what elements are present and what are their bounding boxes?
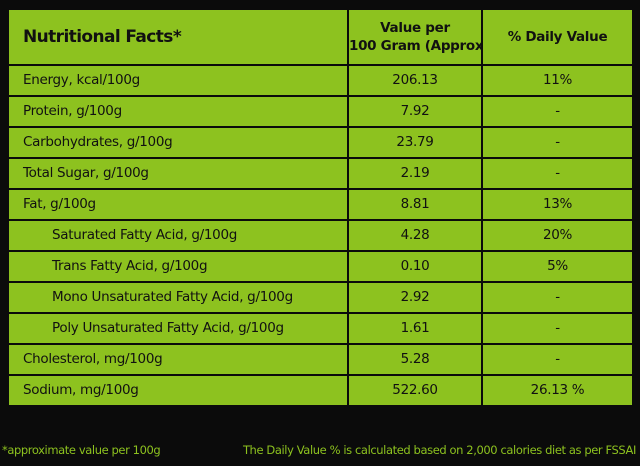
row-label: Fat, g/100g <box>7 188 349 221</box>
row-label: Sodium, mg/100g <box>7 374 349 407</box>
table-row: Carbohydrates, g/100g 23.79 - <box>7 126 634 159</box>
header-value-line1: Value per <box>380 19 450 36</box>
row-value: 206.13 <box>347 64 483 97</box>
row-daily-value: 11% <box>481 64 634 97</box>
row-label: Protein, g/100g <box>7 95 349 128</box>
nutrition-table: Nutritional Facts* Value per 100 Gram (A… <box>7 8 634 407</box>
row-value: 8.81 <box>347 188 483 221</box>
row-daily-value: 20% <box>481 219 634 252</box>
header-value-line2: 100 Gram (Approx.) <box>349 38 482 54</box>
row-daily-value: - <box>481 126 634 159</box>
row-value: 7.92 <box>347 95 483 128</box>
row-value: 5.28 <box>347 343 483 376</box>
row-daily-value: - <box>481 281 634 314</box>
row-daily-value: 5% <box>481 250 634 283</box>
header-value-per-100g: Value per 100 Gram (Approx.) <box>347 8 483 66</box>
table-row: Trans Fatty Acid, g/100g 0.10 5% <box>7 250 634 283</box>
row-label: Trans Fatty Acid, g/100g <box>7 250 349 283</box>
row-label: Cholesterol, mg/100g <box>7 343 349 376</box>
table-header-row: Nutritional Facts* Value per 100 Gram (A… <box>7 8 634 66</box>
header-nutritional-facts: Nutritional Facts* <box>7 8 349 66</box>
table-row: Protein, g/100g 7.92 - <box>7 95 634 128</box>
row-value: 0.10 <box>347 250 483 283</box>
row-daily-value: 26.13 % <box>481 374 634 407</box>
table-row: Total Sugar, g/100g 2.19 - <box>7 157 634 190</box>
table-row: Saturated Fatty Acid, g/100g 4.28 20% <box>7 219 634 252</box>
row-value: 23.79 <box>347 126 483 159</box>
footer-notes: *approximate value per 100g The Daily Va… <box>0 443 640 461</box>
table-row: Fat, g/100g 8.81 13% <box>7 188 634 221</box>
daily-value-note: The Daily Value % is calculated based on… <box>242 443 636 457</box>
approximate-value-note: *approximate value per 100g <box>2 443 161 457</box>
row-daily-value: - <box>481 157 634 190</box>
row-label: Saturated Fatty Acid, g/100g <box>7 219 349 252</box>
row-value: 1.61 <box>347 312 483 345</box>
row-label: Total Sugar, g/100g <box>7 157 349 190</box>
row-value: 2.92 <box>347 281 483 314</box>
table-row: Energy, kcal/100g 206.13 11% <box>7 64 634 97</box>
row-value: 2.19 <box>347 157 483 190</box>
row-value: 522.60 <box>347 374 483 407</box>
table-row: Mono Unsaturated Fatty Acid, g/100g 2.92… <box>7 281 634 314</box>
row-daily-value: - <box>481 95 634 128</box>
row-daily-value: 13% <box>481 188 634 221</box>
row-daily-value: - <box>481 343 634 376</box>
row-label: Poly Unsaturated Fatty Acid, g/100g <box>7 312 349 345</box>
table-row: Poly Unsaturated Fatty Acid, g/100g 1.61… <box>7 312 634 345</box>
header-daily-value: % Daily Value <box>481 8 634 66</box>
table-row: Cholesterol, mg/100g 5.28 - <box>7 343 634 376</box>
row-daily-value: - <box>481 312 634 345</box>
row-label: Energy, kcal/100g <box>7 64 349 97</box>
row-label: Carbohydrates, g/100g <box>7 126 349 159</box>
row-value: 4.28 <box>347 219 483 252</box>
table-row: Sodium, mg/100g 522.60 26.13 % <box>7 374 634 407</box>
row-label: Mono Unsaturated Fatty Acid, g/100g <box>7 281 349 314</box>
